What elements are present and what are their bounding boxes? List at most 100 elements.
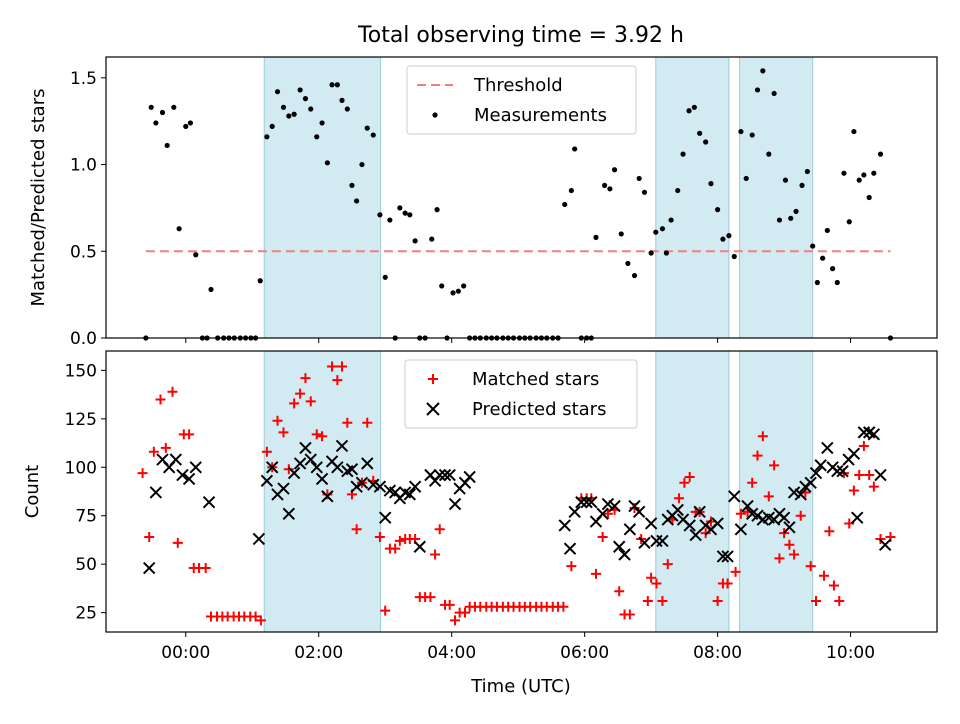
measurement-point (771, 90, 777, 97)
matched-star-point (805, 561, 816, 572)
matched-star-point (624, 609, 635, 620)
y-tick-label: 1.0 (70, 156, 97, 176)
matched-star-point (430, 549, 441, 560)
measurement-point (738, 128, 744, 135)
predicted-star-point (836, 464, 849, 478)
measurement-point (370, 132, 376, 138)
matched-star-point (828, 580, 839, 591)
y-tick-label: 0.5 (70, 242, 97, 262)
matched-star-point (752, 450, 763, 461)
measurement-point (846, 219, 852, 225)
matched-star-point (614, 586, 625, 597)
y-tick-label: 50 (75, 555, 97, 575)
matched-star-point (155, 394, 166, 405)
matched-star-point (327, 361, 338, 372)
measurement-point (450, 290, 456, 296)
measurement-point (648, 250, 654, 256)
x-tick-label: 06:00 (560, 643, 609, 663)
legend-matched-marker (428, 374, 438, 384)
measurement-point (602, 182, 608, 188)
measurement-point (715, 207, 721, 213)
matched-star-point (722, 578, 733, 589)
measurement-point (686, 108, 692, 114)
predicted-star-point (847, 447, 861, 460)
measurement-point (171, 104, 177, 110)
matched-star-point (590, 568, 601, 579)
measurement-point (339, 97, 345, 103)
matched-star-point (137, 468, 148, 479)
predicted-star-point (568, 505, 581, 519)
measurement-point (387, 217, 393, 223)
y-axis-label: Count (22, 465, 43, 518)
predicted-star-point (632, 505, 646, 519)
measurement-point (568, 187, 574, 194)
measurement-point (659, 226, 666, 232)
predicted-star-point (563, 542, 577, 555)
measurement-point (871, 170, 877, 176)
matched-star-point (261, 446, 272, 457)
predicted-star-point (443, 468, 456, 482)
measurement-point (820, 255, 826, 261)
measurement-point (183, 123, 189, 129)
matched-star-point (351, 524, 362, 535)
measurement-point (359, 161, 365, 168)
predicted-star-point (299, 441, 312, 455)
measurement-point (572, 146, 578, 152)
matched-star-point (459, 607, 470, 618)
measurement-point (814, 279, 820, 286)
measurement-point (607, 186, 613, 192)
matched-star-point (255, 615, 266, 626)
predicted-star-point (809, 466, 823, 480)
matched-star-point (300, 373, 311, 384)
measurement-point (668, 217, 674, 223)
measurement-point (329, 82, 335, 88)
count-panel: 25 50 75 100 125 150 00:00 02:00 04:00 06:00 08:00… (22, 350, 938, 663)
measurement-point (743, 175, 749, 182)
measurement-point (675, 187, 681, 194)
y-tick-label: 150 (65, 361, 97, 381)
matched-star-point (444, 599, 455, 610)
measurement-point (429, 236, 435, 242)
predicted-star-point (623, 523, 637, 536)
matched-star-point (700, 528, 711, 539)
x-axis-label: Time (UTC) (470, 676, 571, 697)
predicted-star-point (182, 472, 196, 486)
matched-star-point (868, 481, 879, 492)
measurement-point (877, 151, 884, 157)
measurement-point (257, 278, 263, 284)
x-tick-label: 08:00 (693, 643, 742, 663)
measurement-point (691, 104, 697, 110)
legend-box (406, 65, 637, 135)
legend-predicted-marker (426, 402, 440, 416)
matched-star-point (602, 508, 613, 519)
matched-star-point (295, 388, 306, 399)
matched-star-point (390, 543, 401, 554)
legend-box (404, 359, 638, 429)
measurement-point (708, 181, 714, 187)
predicted-star-point (741, 499, 754, 513)
predicted-star-point (438, 468, 452, 482)
measurement-point (164, 142, 170, 149)
matched-star-point (200, 563, 211, 574)
predicted-star-point (373, 480, 387, 493)
measurement-point (297, 87, 303, 93)
measurement-point (754, 87, 761, 93)
measurement-point (439, 283, 445, 289)
measurement-point (793, 208, 799, 214)
y-tick-label: 1.5 (70, 69, 97, 89)
measurement-point (397, 205, 403, 211)
matched-star-point (779, 528, 790, 539)
matched-star-point (597, 532, 608, 543)
measurement-point (726, 233, 732, 239)
measurement-point (402, 210, 408, 216)
measurement-point (703, 139, 709, 145)
matched-star-point (854, 470, 865, 481)
matched-star-point (769, 460, 780, 471)
predicted-star-point (304, 453, 317, 466)
legend-measurement-marker (432, 112, 438, 118)
measurement-point (280, 104, 287, 110)
matched-star-point (662, 559, 673, 570)
x-tick-label: 02:00 (294, 643, 343, 663)
matched-star-point (144, 532, 155, 543)
